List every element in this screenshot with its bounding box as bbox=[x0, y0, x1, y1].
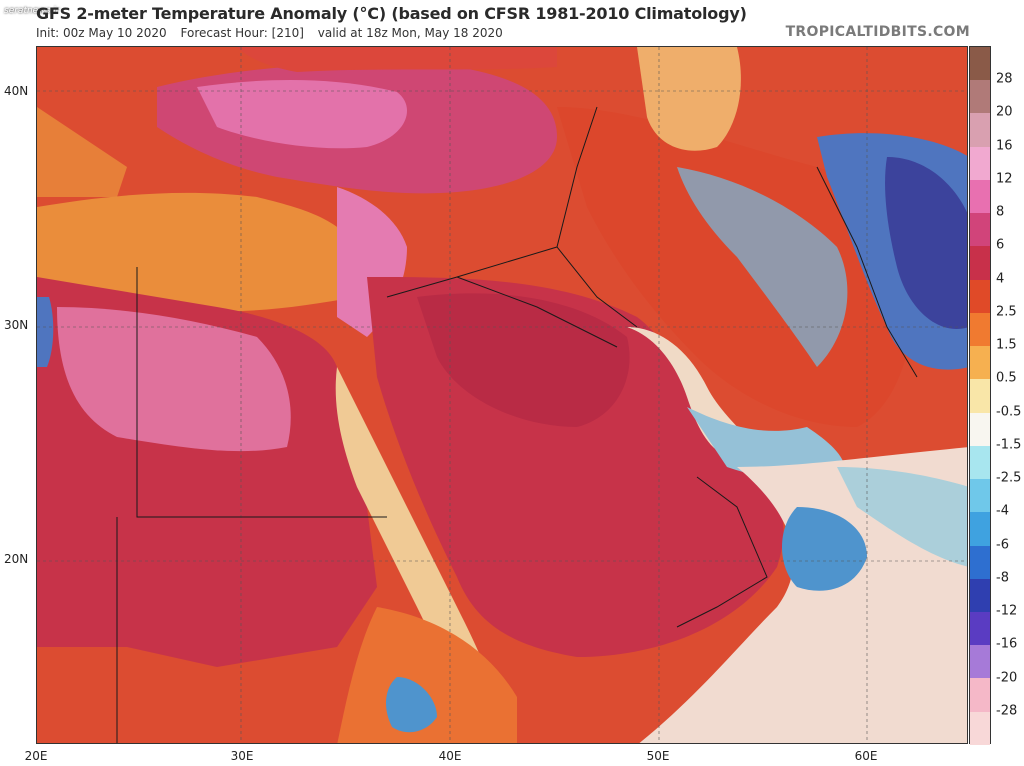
colorbar-segment bbox=[970, 179, 990, 214]
subtitle: Init: 00z May 10 2020 Forecast Hour: [21… bbox=[36, 26, 513, 40]
colorbar-tick-label: -12 bbox=[996, 603, 1018, 619]
country-borders bbox=[116, 106, 918, 743]
colorbar-segment bbox=[970, 146, 990, 180]
colorbar-tick-label: -1.5 bbox=[996, 437, 1022, 453]
colorbar-segment bbox=[970, 279, 990, 313]
colorbar-tick-label: 28 bbox=[996, 71, 1013, 87]
colorbar-segment bbox=[970, 678, 990, 712]
colorbar-tick-label: 6 bbox=[996, 237, 1005, 253]
lon-label: 30E bbox=[230, 749, 254, 763]
colorbar-segment bbox=[970, 312, 990, 347]
map-svg bbox=[37, 47, 967, 743]
watermark-logo: seratnews.ir bbox=[4, 6, 60, 16]
graticule bbox=[37, 47, 967, 743]
init-time: Init: 00z May 10 2020 bbox=[36, 26, 167, 40]
colorbar-segment bbox=[970, 578, 990, 612]
forecast-hour: Forecast Hour: [210] bbox=[180, 26, 304, 40]
colorbar-tick-label: -2.5 bbox=[996, 470, 1022, 486]
colorbar-segment bbox=[970, 412, 990, 446]
lat-label: 30N bbox=[4, 318, 29, 332]
colorbar-segment bbox=[970, 512, 990, 546]
colorbar-tick-label: -4 bbox=[996, 503, 1009, 519]
lon-label: 60E bbox=[854, 749, 878, 763]
colorbar-segment bbox=[970, 611, 990, 646]
colorbar-tick-label: 2.5 bbox=[996, 304, 1017, 320]
lat-label: 20N bbox=[4, 552, 29, 566]
colorbar-segment bbox=[970, 545, 990, 579]
colorbar-tick-label: -28 bbox=[996, 703, 1018, 719]
colorbar-tick-label: -0.5 bbox=[996, 404, 1022, 420]
colorbar-segment bbox=[970, 479, 990, 513]
colorbar-segment bbox=[970, 80, 990, 114]
colorbar-segment bbox=[970, 47, 990, 81]
colorbar-segment bbox=[970, 645, 990, 679]
colorbar-segment bbox=[970, 113, 990, 147]
colorbar-tick-label: -6 bbox=[996, 537, 1009, 553]
colorbar-tick-label: -8 bbox=[996, 570, 1009, 586]
colorbar-tick-label: 0.5 bbox=[996, 370, 1017, 386]
lat-label: 40N bbox=[4, 84, 29, 98]
colorbar-segment bbox=[970, 213, 990, 247]
lon-label: 50E bbox=[646, 749, 670, 763]
chart-title: GFS 2-meter Temperature Anomaly (°C) (ba… bbox=[36, 4, 747, 23]
colorbar-segment bbox=[970, 379, 990, 413]
colorbar-tick-label: 8 bbox=[996, 204, 1005, 220]
colorbar-tick-label: 1.5 bbox=[996, 337, 1017, 353]
anomaly-map[interactable] bbox=[36, 46, 968, 744]
colorbar-tick-label: -16 bbox=[996, 636, 1018, 652]
colorbar-tick-label: 20 bbox=[996, 104, 1013, 120]
colorbar-segment bbox=[970, 711, 990, 745]
colorbar-segment bbox=[970, 246, 990, 280]
lon-label: 20E bbox=[24, 749, 48, 763]
texture-overlay bbox=[37, 47, 967, 743]
lon-label: 40E bbox=[438, 749, 462, 763]
colorbar bbox=[969, 46, 991, 745]
valid-time: valid at 18z Mon, May 18 2020 bbox=[317, 26, 503, 40]
brand-label: TROPICALTIDBITS.COM bbox=[785, 24, 970, 40]
colorbar-tick-label: 4 bbox=[996, 271, 1005, 287]
colorbar-tick-label: 12 bbox=[996, 171, 1013, 187]
colorbar-segment bbox=[970, 346, 990, 380]
colorbar-tick-label: -20 bbox=[996, 670, 1018, 686]
colorbar-segment bbox=[970, 445, 990, 480]
colorbar-tick-label: 16 bbox=[996, 138, 1013, 154]
